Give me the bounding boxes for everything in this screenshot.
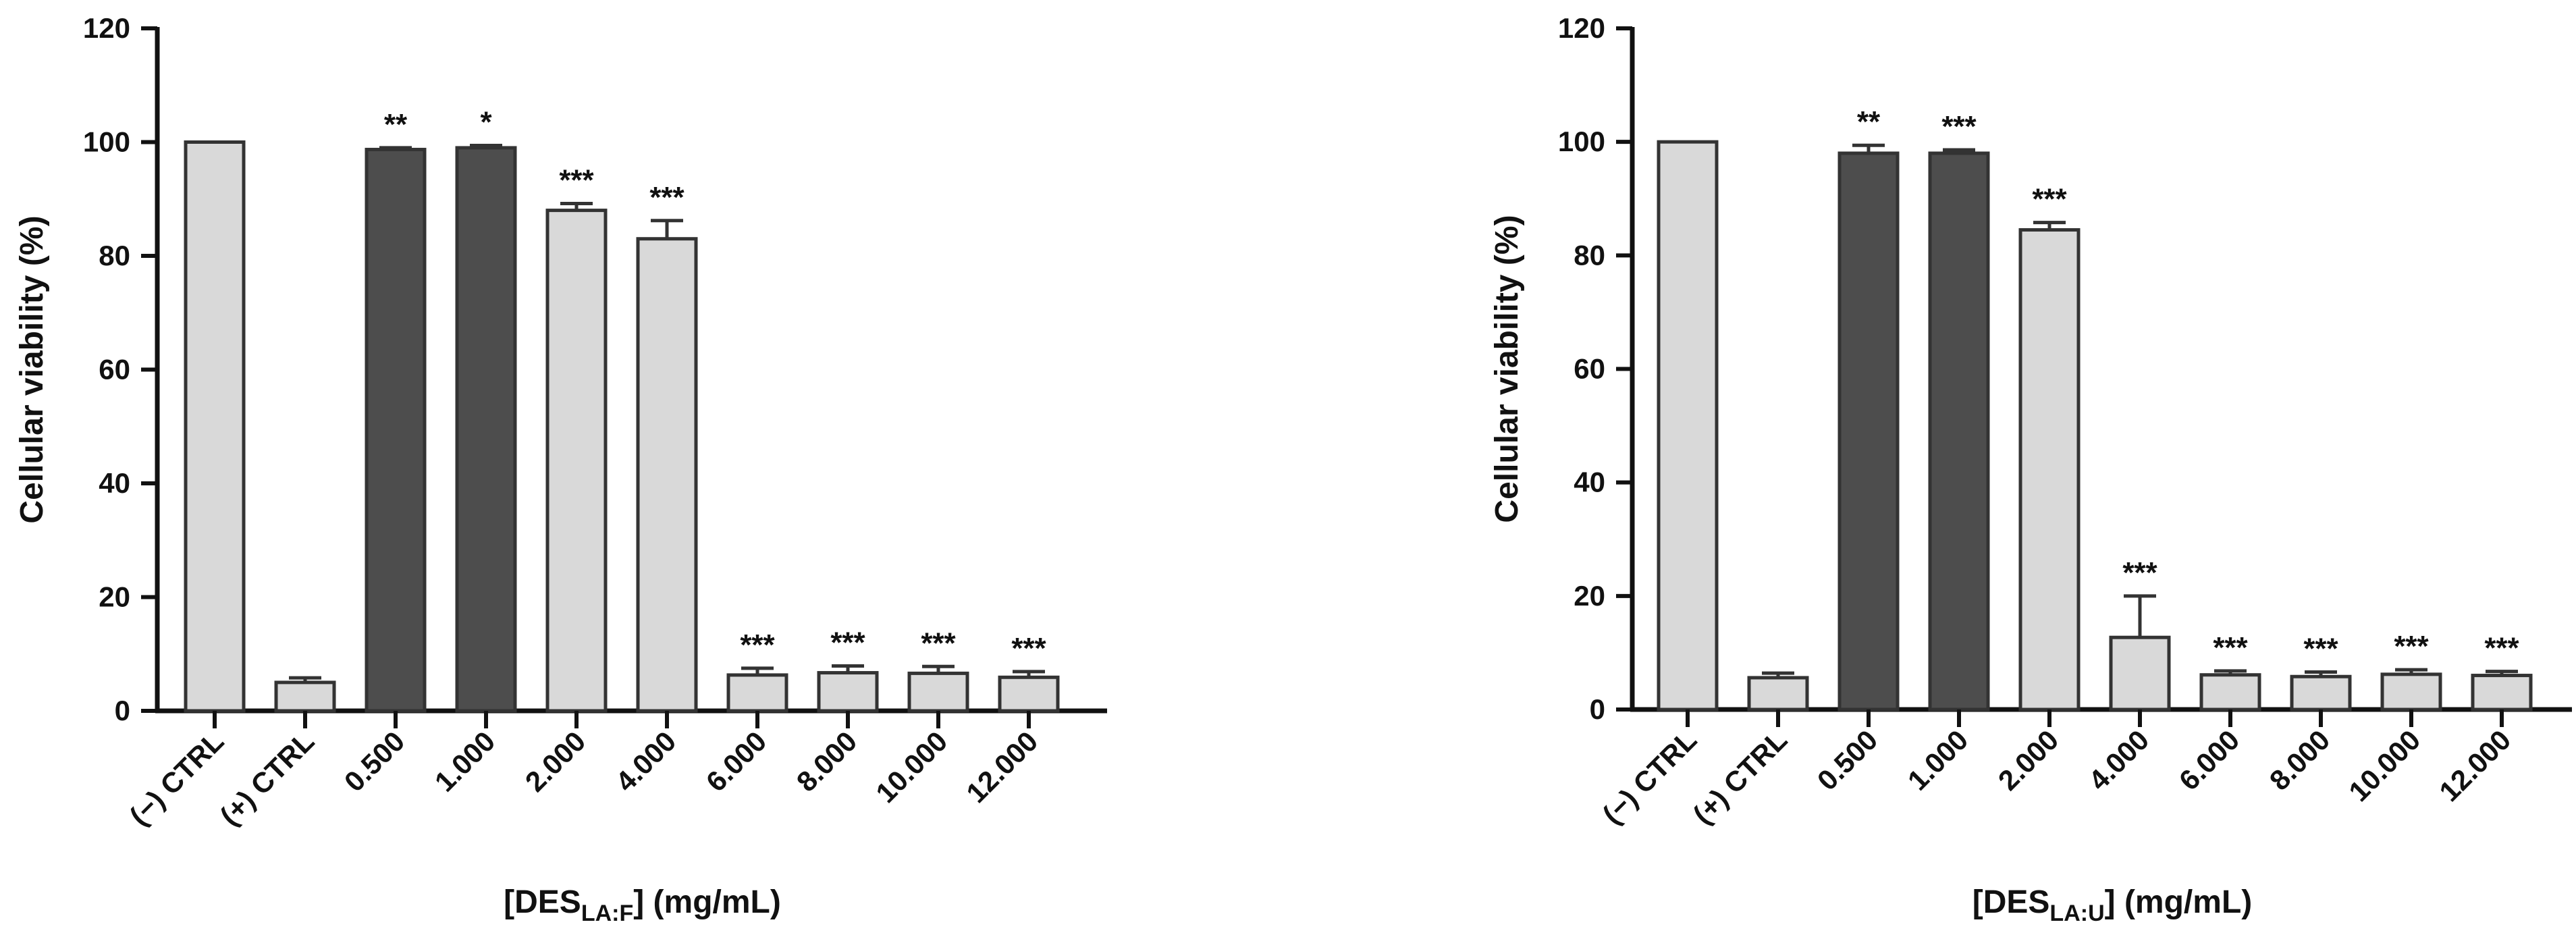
bar [636,237,698,713]
x-tick-label: (+) CTRL [214,725,321,832]
significance-label: *** [921,626,956,660]
chart-panel-1: 0 20 40 60 80 100 120 Cellular viability (%) (−)… [14,12,1107,926]
y-tick-label: 80 [99,240,130,271]
y-axis-title: Cellular viability (%) [14,215,50,523]
x-axis-title: [DESLA:U] (mg/mL) [1973,884,2253,926]
y-tick-label: 80 [1574,239,1605,271]
significance-label: *** [2303,633,2338,666]
bar [2380,672,2442,712]
y-tick-label: 20 [99,581,130,613]
x-tick-label: 10.000 [2342,724,2426,807]
x-tick-label: 10.000 [869,725,953,809]
x-tick-label: 0.500 [338,725,411,798]
x-tick-label: 8.000 [790,725,863,798]
bar [907,671,969,713]
y-tick-label: 60 [99,354,130,385]
y-tick-label: 40 [99,467,130,499]
y-tick-label: 100 [83,126,130,158]
chart-panel-2: 0 20 40 60 80 100 120 Cellular viability (%) (−)… [1489,12,2572,926]
significance-label: *** [2484,632,2519,665]
bar [1928,151,1990,712]
bar [817,671,879,713]
bar [2109,635,2171,712]
x-tick-label: (−) CTRL [1596,724,1703,830]
y-tick-label: 120 [1558,12,1605,44]
y-tick-label: 40 [1574,466,1605,498]
bar [455,146,517,713]
bar [2290,674,2352,712]
x-tick-label: 12.000 [960,725,1044,809]
y-tick-label: 0 [1590,693,1605,725]
x-tick-label: 1.000 [429,725,502,798]
significance-label: *** [649,181,685,214]
x-tick-label: 4.000 [610,725,682,798]
y-axis-title: Cellular viability (%) [1489,215,1525,523]
bar [365,147,427,713]
significance-label: *** [1941,110,1977,143]
x-tick-label: 2.000 [519,725,592,798]
significance-label: *** [559,163,594,196]
significance-label: ** [1857,105,1881,138]
y-tick-label: 20 [1574,580,1605,612]
y-tick-label: 60 [1574,353,1605,385]
significance-label: ** [384,108,408,141]
significance-label: *** [2122,556,2157,589]
bar [2471,674,2533,712]
bar [545,209,608,713]
significance-label: *** [2394,630,2429,663]
x-tick-label: (+) CTRL [1687,724,1794,830]
x-axis-title: [DESLA:F] (mg/mL) [504,884,781,926]
bar [1657,140,1719,712]
bar [184,140,246,713]
significance-label: *** [2213,631,2248,664]
x-tick-label: 1.000 [1902,724,1975,797]
x-tick-label: 6.000 [700,725,773,798]
significance-label: * [480,106,492,139]
x-tick-label: 8.000 [2263,724,2336,797]
bar [2018,227,2081,712]
bar [274,680,336,713]
bar [1747,676,1809,712]
x-tick-label: 4.000 [2083,724,2155,797]
x-tick-label: 6.000 [2173,724,2246,797]
y-tick-label: 120 [83,12,130,44]
x-tick-label: 12.000 [2433,724,2517,807]
y-tick-label: 0 [115,695,130,726]
bar [1837,151,1900,712]
bar [2199,673,2261,712]
bar [726,673,788,713]
significance-label: *** [830,626,865,659]
bar [998,675,1060,713]
significance-label: *** [740,628,775,662]
significance-label: *** [2032,183,2067,216]
significance-label: *** [1011,632,1046,665]
x-tick-label: (−) CTRL [124,725,230,832]
y-tick-label: 100 [1558,126,1605,157]
x-tick-label: 0.500 [1811,724,1884,797]
x-tick-label: 2.000 [1992,724,2065,797]
